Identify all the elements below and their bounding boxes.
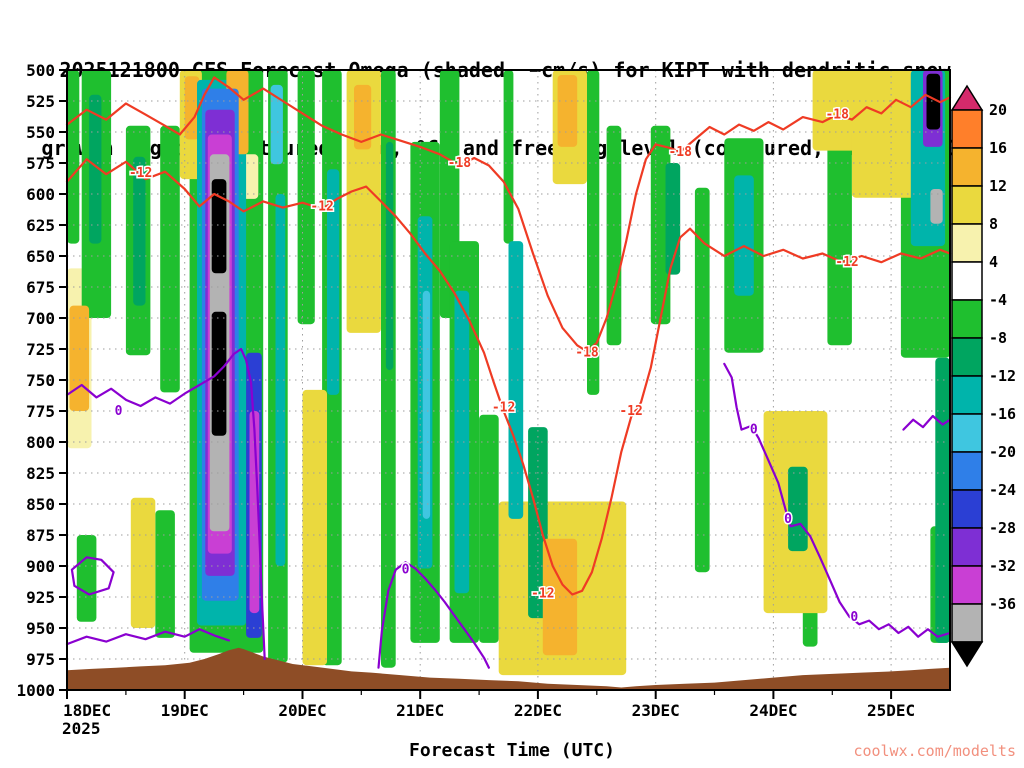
svg-text:-20: -20 (989, 443, 1016, 461)
svg-text:525: 525 (26, 92, 55, 111)
colorbar: 20 16 12 8 4 -4 -8 -12 -16 -20 -24 -28 -32 -36 (950, 84, 1016, 668)
svg-text:925: 925 (26, 588, 55, 607)
contour-label: -18 (448, 156, 472, 171)
svg-text:1000: 1000 (16, 681, 55, 700)
contour-label: 0 (750, 423, 758, 438)
x-axis-year-label: 2025 (62, 719, 101, 738)
svg-text:24DEC: 24DEC (749, 701, 797, 720)
svg-text:950: 950 (26, 619, 55, 638)
svg-text:8: 8 (989, 215, 998, 233)
x-axis-label: Forecast Time (UTC) (409, 740, 615, 761)
svg-text:23DEC: 23DEC (632, 701, 680, 720)
svg-text:-12: -12 (989, 367, 1016, 385)
contour-label: -18 (825, 108, 849, 123)
grid-lines (67, 70, 950, 690)
svg-text:12: 12 (989, 177, 1007, 195)
contours-dendritic-growth-red: -12 -12 -12 -12 -12 -12 -18 -18 -18 -18 (65, 76, 952, 603)
contour-label: -18 (668, 145, 692, 160)
svg-text:975: 975 (26, 650, 55, 669)
svg-text:600: 600 (26, 185, 55, 204)
svg-text:900: 900 (26, 557, 55, 576)
terrain-surface (67, 647, 950, 690)
contour-label: 0 (402, 563, 410, 578)
svg-text:800: 800 (26, 433, 55, 452)
svg-text:-16: -16 (989, 405, 1016, 423)
svg-text:625: 625 (26, 216, 55, 235)
svg-text:20: 20 (989, 101, 1007, 119)
svg-text:850: 850 (26, 495, 55, 514)
contour-label: -12 (619, 404, 642, 419)
watermark-link[interactable]: coolwx.com/modelts (853, 742, 1016, 760)
contour-label: -12 (531, 586, 554, 601)
svg-text:21DEC: 21DEC (396, 701, 444, 720)
svg-text:500: 500 (26, 61, 55, 80)
omega-shaded-field (67, 70, 950, 676)
svg-text:700: 700 (26, 309, 55, 328)
svg-text:775: 775 (26, 402, 55, 421)
svg-text:4: 4 (989, 253, 998, 271)
svg-text:675: 675 (26, 278, 55, 297)
svg-text:750: 750 (26, 371, 55, 390)
svg-text:18DEC: 18DEC (63, 701, 111, 720)
contours-freezing-level-purple: 0 0 0 0 0 (65, 347, 952, 669)
contour-label: -12 (129, 166, 152, 181)
contour-label: 0 (115, 404, 123, 419)
svg-text:-32: -32 (989, 557, 1016, 575)
contour-label: -12 (835, 255, 858, 270)
svg-text:-8: -8 (989, 329, 1007, 347)
axes: 500 525 550 575 600 625 650 675 700 725 750 775 800 8… (16, 61, 951, 720)
svg-text:20DEC: 20DEC (278, 701, 326, 720)
svg-text:575: 575 (26, 154, 55, 173)
svg-text:825: 825 (26, 464, 55, 483)
svg-text:650: 650 (26, 247, 55, 266)
svg-text:-28: -28 (989, 519, 1016, 537)
svg-text:25DEC: 25DEC (867, 701, 915, 720)
svg-text:550: 550 (26, 123, 55, 142)
svg-text:725: 725 (26, 340, 55, 359)
contour-label: -18 (575, 346, 599, 361)
contour-label: -12 (492, 400, 515, 415)
svg-text:19DEC: 19DEC (161, 701, 209, 720)
contour-label: 0 (850, 610, 858, 625)
svg-text:-36: -36 (989, 595, 1016, 613)
svg-text:875: 875 (26, 526, 55, 545)
svg-text:22DEC: 22DEC (514, 701, 562, 720)
svg-text:-24: -24 (989, 481, 1016, 499)
svg-text:-4: -4 (989, 291, 1007, 309)
contour-label: 0 (784, 512, 792, 527)
svg-text:16: 16 (989, 139, 1007, 157)
contour-label: -12 (310, 199, 333, 214)
